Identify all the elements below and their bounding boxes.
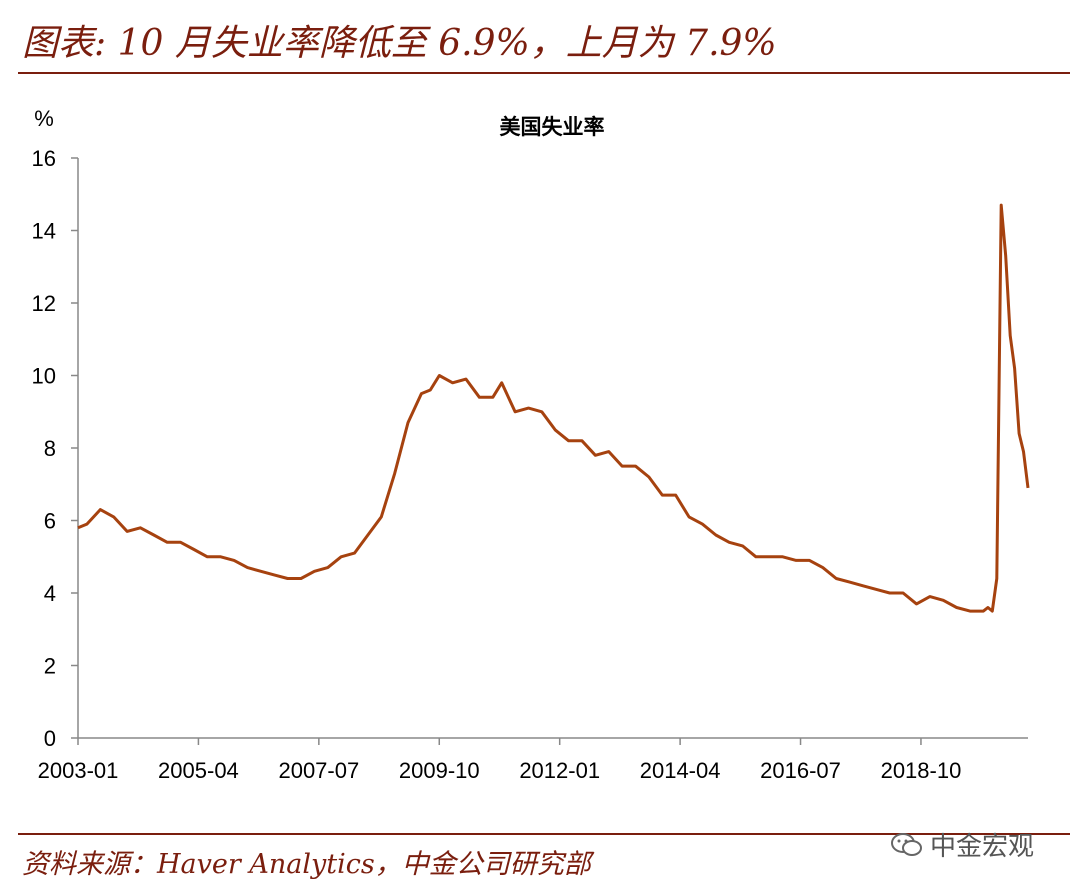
watermark-text: 中金宏观	[930, 832, 1035, 862]
x-tick-label: 2012-01	[519, 758, 600, 783]
y-tick-label: 12	[32, 291, 56, 316]
chart-title: 美国失业率	[500, 115, 605, 139]
x-tick-label: 2009-10	[399, 758, 480, 783]
y-axis-unit-label: %	[34, 106, 54, 131]
y-tick-label: 4	[44, 581, 56, 606]
x-axis-ticks: 2003-01 2005-04 2007-07 2009-10 2012-01 2014-…	[38, 738, 962, 783]
y-tick-label: 8	[44, 436, 56, 461]
y-tick-label: 10	[32, 364, 56, 389]
x-tick-label: 2016-07	[760, 758, 841, 783]
y-tick-label: 14	[32, 219, 56, 244]
footer-rule	[18, 833, 1070, 835]
x-tick-label: 2018-10	[881, 758, 962, 783]
x-tick-label: 2005-04	[158, 758, 239, 783]
unemployment-line-chart: 美国失业率 % 0 2 4 6 8 10 12 14 16 2003-01 2005-04 2007…	[32, 106, 1030, 783]
chart-axes	[77, 158, 1028, 739]
header-rule	[18, 72, 1070, 74]
y-tick-label: 16	[32, 146, 56, 171]
x-tick-label: 2014-04	[640, 758, 721, 783]
watermark: 中金宏观	[890, 826, 1034, 863]
wechat-icon	[891, 832, 922, 856]
x-tick-label: 2007-07	[278, 758, 359, 783]
y-tick-label: 0	[44, 726, 56, 751]
x-tick-label: 2003-01	[38, 758, 119, 783]
unemployment-rate-series-line	[77, 203, 1030, 613]
figure-title: 图表: 10 月失业率降低至 6.9%，上月为 7.9%	[22, 23, 777, 64]
y-tick-label: 2	[44, 654, 56, 679]
source-note: 资料来源：Haver Analytics，中金公司研究部	[22, 849, 591, 880]
y-tick-label: 6	[44, 509, 56, 534]
y-axis-ticks: 0 2 4 6 8 10 12 14 16	[32, 146, 78, 751]
